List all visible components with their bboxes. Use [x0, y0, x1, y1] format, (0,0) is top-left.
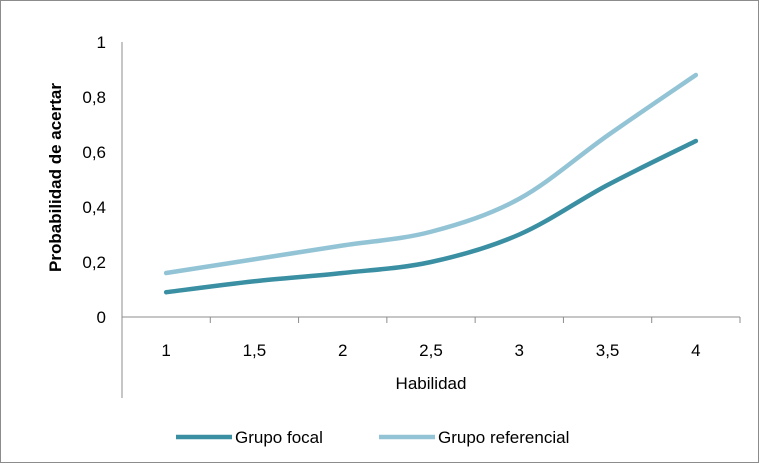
- x-tick-label: 2: [338, 341, 347, 360]
- x-tick-label: 2,5: [419, 341, 443, 360]
- x-tick-label: 1,5: [243, 341, 267, 360]
- axes: [121, 42, 741, 398]
- legend-label-grupo-focal: Grupo focal: [235, 428, 323, 447]
- y-axis-title: Probabilidad de acertar: [46, 83, 65, 272]
- y-tick-label: 1: [97, 33, 106, 52]
- series-line-grupo-focal: [163, 138, 699, 295]
- x-tick-label: 1: [161, 341, 170, 360]
- series-line-grupo-referencial: [163, 72, 699, 276]
- series-layer: [163, 72, 699, 295]
- x-tick-label: 4: [691, 341, 700, 360]
- legend: Grupo focal Grupo referencial: [176, 428, 569, 447]
- y-tick-label: 0,4: [82, 198, 106, 217]
- y-tick-label: 0,2: [82, 253, 106, 272]
- x-axis-title: Habilidad: [396, 374, 467, 393]
- x-tick-label: 3,5: [596, 341, 620, 360]
- x-tick-label: 3: [515, 341, 524, 360]
- labels-layer: 0 0,2 0,4 0,6 0,8 1 1 1,5 2 2,5 3 3,5 4: [82, 33, 700, 360]
- legend-label-grupo-referencial: Grupo referencial: [438, 428, 569, 447]
- y-tick-label: 0,8: [82, 88, 106, 107]
- y-tick-label: 0: [97, 308, 106, 327]
- y-tick-label: 0,6: [82, 143, 106, 162]
